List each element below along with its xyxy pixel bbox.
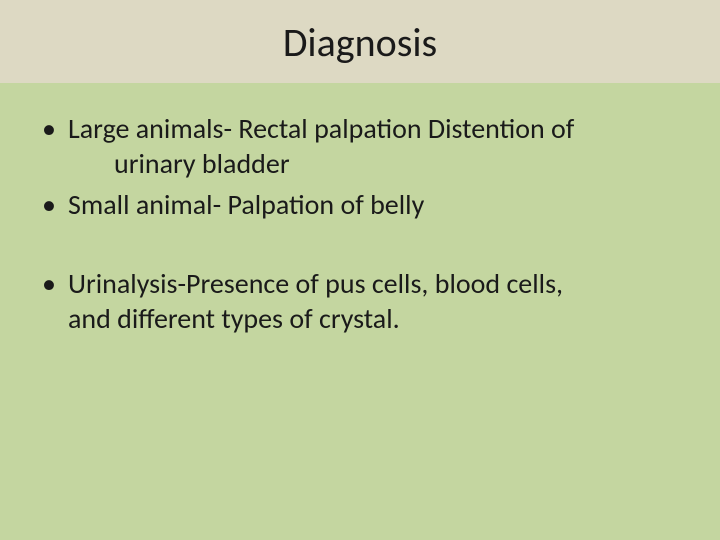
bullet-wrap: and different types of crystal. [68, 301, 680, 336]
spacer [40, 228, 680, 266]
bullet-text: Small animal- Palpation of belly [68, 187, 680, 222]
bullet-text: Large animals- Rectal palpation Distenti… [68, 111, 680, 146]
title-bar: Diagnosis [0, 0, 720, 83]
slide-title: Diagnosis [0, 18, 720, 67]
bullet-item: • Urinalysis-Presence of pus cells, bloo… [40, 266, 680, 336]
bullet-text: Urinalysis-Presence of pus cells, blood … [68, 266, 680, 301]
bullet-icon: • [40, 187, 68, 222]
bullet-icon: • [40, 111, 68, 146]
content-area: • Large animals- Rectal palpation Disten… [0, 83, 720, 336]
bullet-item: • Small animal- Palpation of belly [40, 187, 680, 222]
bullet-wrap: urinary bladder [40, 146, 680, 181]
bullet-item: • Large animals- Rectal palpation Disten… [40, 111, 680, 181]
bullet-icon: • [40, 266, 68, 301]
